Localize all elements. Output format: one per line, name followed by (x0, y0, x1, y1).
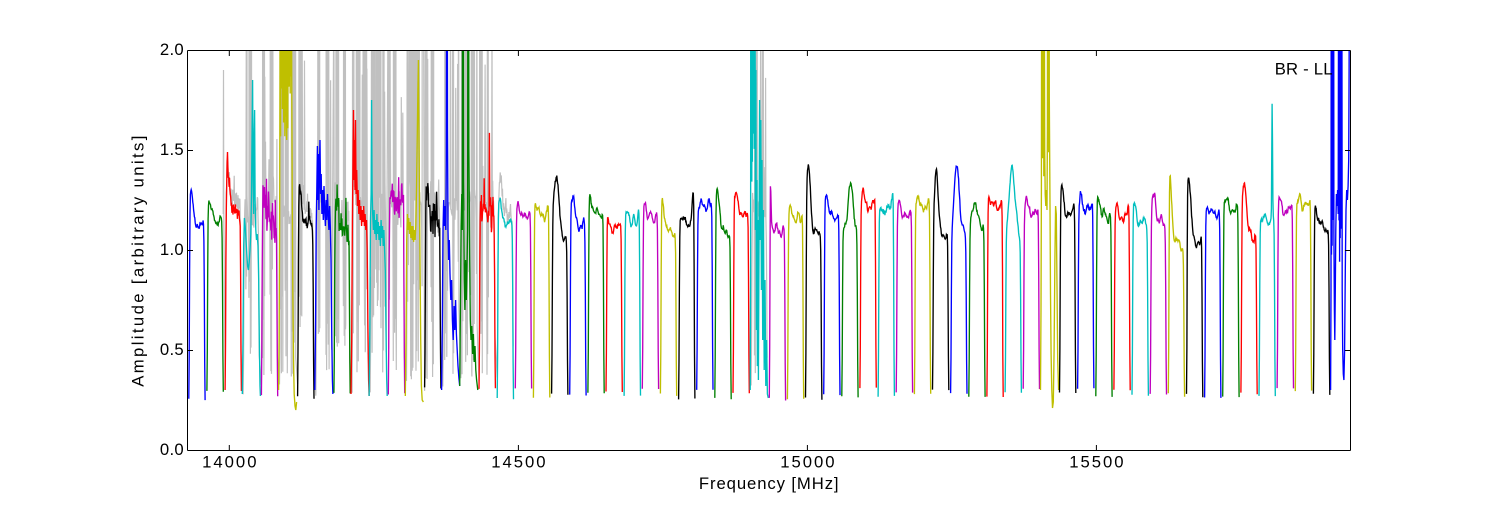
svg-text:14500: 14500 (491, 452, 547, 471)
svg-text:15000: 15000 (780, 452, 836, 471)
svg-text:15500: 15500 (1069, 452, 1125, 471)
svg-text:0.0: 0.0 (160, 440, 184, 459)
svg-text:0.5: 0.5 (160, 340, 184, 359)
svg-text:BR - LL: BR - LL (1275, 60, 1333, 79)
svg-text:Frequency [MHz]: Frequency [MHz] (699, 474, 840, 493)
svg-text:2.0: 2.0 (160, 40, 184, 59)
svg-text:1.5: 1.5 (160, 140, 184, 159)
svg-text:14000: 14000 (202, 452, 258, 471)
svg-text:1.0: 1.0 (160, 240, 184, 259)
svg-text:Amplitude [arbitrary units]: Amplitude [arbitrary units] (129, 133, 148, 386)
